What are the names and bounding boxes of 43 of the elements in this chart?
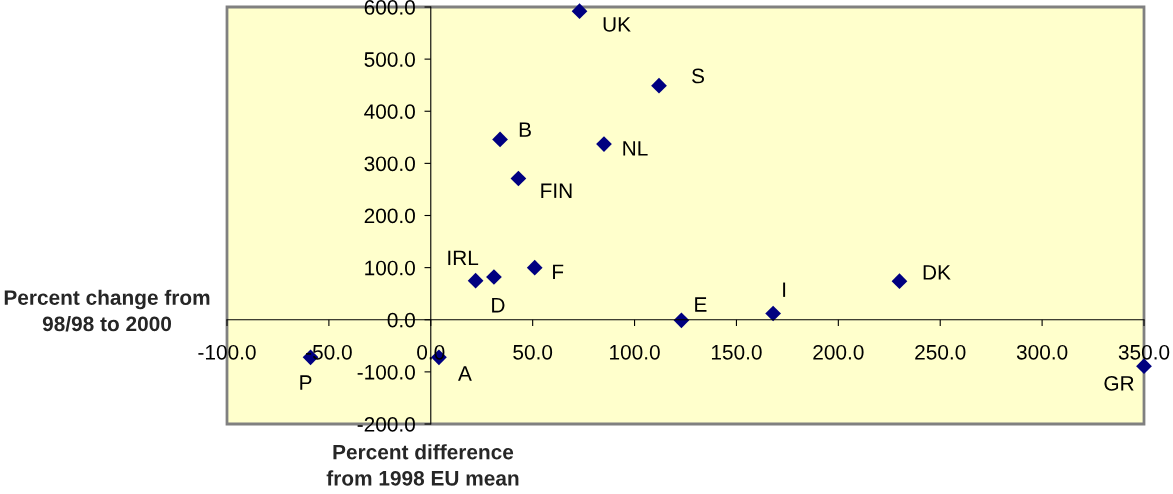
point (765, 305, 781, 322)
annotation: I (783, 282, 786, 297)
annotation: FIN (541, 183, 572, 198)
point (486, 269, 502, 285)
x-tick-label: 50.0 (513, 344, 553, 360)
point (526, 259, 543, 276)
x-tick-label: 300.0 (1016, 344, 1068, 360)
annotation: B (519, 122, 531, 137)
point (510, 170, 527, 187)
y-tick-label: 100.0 (365, 260, 415, 276)
point (467, 272, 484, 289)
y-tick-label: 500.0 (364, 52, 415, 67)
annotation: UK (603, 17, 631, 32)
x-tick-label: -50.0 (306, 344, 352, 360)
point (492, 131, 508, 148)
y-tick-label: 600.0 (364, 0, 415, 15)
annotation: IRL (448, 250, 479, 266)
point (651, 77, 667, 94)
x-tick-label: 250.0 (915, 344, 966, 360)
annotation: P (300, 375, 312, 390)
annotation: D (492, 298, 505, 313)
y-tick-label: 200.0 (364, 208, 415, 224)
point (891, 273, 908, 290)
x-tick-label: 200.0 (813, 344, 864, 360)
x-tick-label: 150.0 (711, 344, 762, 360)
annotation: GR (1104, 375, 1134, 391)
y-tick-label: -200.0 (357, 417, 415, 432)
point (571, 3, 588, 20)
annotation: DK (923, 265, 951, 280)
x-tick-label: 350.0 (1118, 344, 1170, 360)
annotation: F (553, 264, 564, 280)
annotation: A (458, 366, 472, 381)
y-axis-title: Percent change from 98/98 to 2000 (4, 289, 210, 332)
x-tick-label: 100.0 (610, 344, 660, 360)
y-tick-label: 400.0 (364, 104, 415, 119)
y-tick-label: -100.0 (357, 364, 415, 380)
annotation: E (695, 297, 707, 312)
point (596, 136, 612, 152)
annotation: NL (623, 141, 648, 156)
annotation: S (692, 68, 704, 84)
y-tick-label: 300.0 (364, 156, 415, 172)
x-axis-title: Percent difference from 1998 EU mean (326, 444, 519, 486)
x-tick-label: -100.0 (198, 344, 256, 360)
